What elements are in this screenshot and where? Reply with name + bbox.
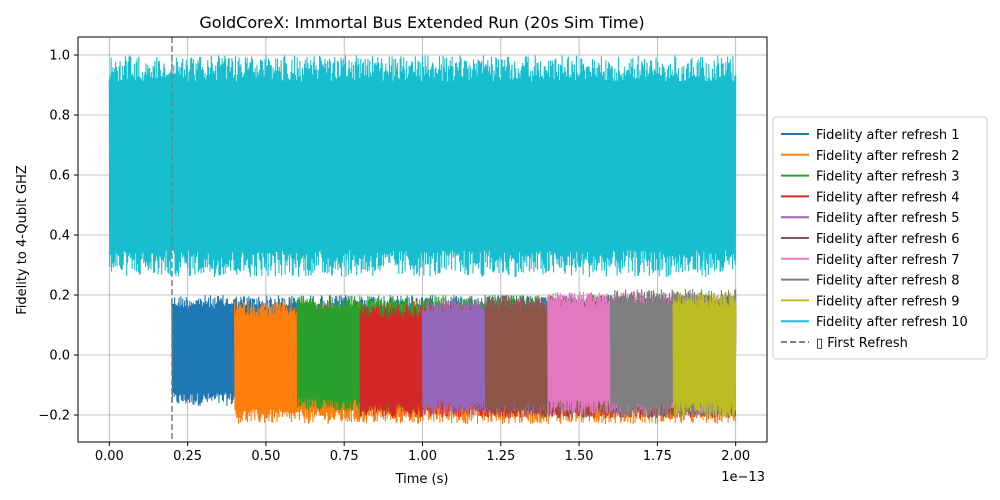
x-tick-label: 1.25 (486, 449, 515, 464)
legend-label: Fidelity after refresh 2 (816, 149, 960, 164)
legend-label: Fidelity after refresh 7 (816, 253, 960, 268)
plot-area (108, 37, 737, 442)
y-tick-label: −0.2 (38, 409, 70, 424)
legend-label: Fidelity after refresh 1 (816, 128, 960, 143)
y-tick-label: 1.0 (49, 49, 70, 64)
axes: 0.00 0.25 0.50 0.75 1.00 1.25 1.50 1.75 2.00 −0.2… (38, 36, 768, 464)
x-axis-offset-label: 1e−13 (721, 470, 765, 485)
legend-label: ▯ First Refresh (816, 336, 908, 351)
y-axis-label: Fidelity to 4-Qubit GHZ (15, 165, 30, 315)
legend-label: Fidelity after refresh 3 (816, 170, 960, 185)
legend-box (772, 116, 988, 360)
legend-label: Fidelity after refresh 8 (816, 274, 960, 289)
legend-label: Fidelity after refresh 5 (816, 211, 960, 226)
x-tick-label: 0.50 (251, 449, 280, 464)
x-axis-label: Time (s) (395, 472, 449, 487)
legend-label: Fidelity after refresh 6 (816, 232, 960, 247)
series-line-refresh-9 (672, 292, 737, 418)
legend-label: Fidelity after refresh 9 (816, 294, 960, 309)
x-tick-label: 1.75 (643, 449, 672, 464)
y-tick-label: 0.4 (49, 229, 70, 244)
y-tick-label: 0.8 (49, 109, 70, 124)
series-line-refresh-10 (108, 55, 737, 277)
x-tick-label: 2.00 (721, 449, 750, 464)
legend-label: Fidelity after refresh 4 (816, 190, 960, 205)
chart-title: GoldCoreX: Immortal Bus Extended Run (20… (199, 13, 644, 32)
y-tick-label: 0.0 (49, 349, 70, 364)
y-tick-label: 0.6 (49, 169, 70, 184)
legend: Fidelity after refresh 1 Fidelity after r… (772, 116, 988, 360)
legend-label: Fidelity after refresh 10 (816, 315, 968, 330)
x-tick-label: 0.00 (95, 449, 124, 464)
x-tick-label: 0.75 (330, 449, 359, 464)
x-tick-label: 1.00 (408, 449, 437, 464)
y-tick-label: 0.2 (49, 289, 70, 304)
x-tick-label: 0.25 (173, 449, 202, 464)
x-tick-label: 1.50 (565, 449, 594, 464)
